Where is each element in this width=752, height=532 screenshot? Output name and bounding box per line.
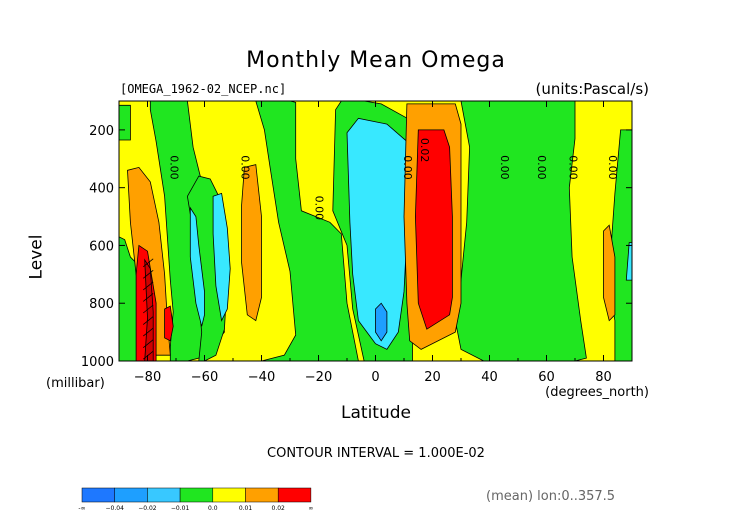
x-tick-label: 0: [371, 370, 379, 385]
hatch-line: [142, 270, 154, 279]
hatch-line: [142, 316, 154, 325]
contour-interval-label: CONTOUR INTERVAL = 1.000E-02: [267, 446, 485, 461]
contour-region-red: [414, 129, 453, 330]
contour-region-blue: [375, 302, 388, 342]
contour-region-darkred: [144, 258, 154, 361]
contour-region-green: [119, 104, 131, 141]
contour-region-cyan: [189, 206, 205, 327]
x-tick-label: −40: [248, 370, 275, 385]
y-tick-label: 600: [89, 239, 114, 254]
contour-region-green: [454, 101, 587, 361]
contour-labels: 0.00 0.00 0.00 0.00 0.02 0.00 0.00 0.00 0.00: [167, 138, 619, 220]
x-tick-label: −80: [134, 370, 161, 385]
legend-swatch: [212, 487, 246, 503]
units-label: (units:Pascal/s): [535, 80, 650, 98]
x-axis-unit: (degrees_north): [545, 385, 649, 400]
contour-region-orange: [603, 224, 616, 322]
legend-label: −0.04: [106, 505, 125, 512]
contour-region-orange: [241, 164, 262, 322]
y-tick-label: 200: [89, 124, 114, 139]
contour-region-cyan: [346, 117, 411, 350]
x-tick-label: 20: [424, 370, 441, 385]
x-axis-label: Latitude: [341, 403, 411, 423]
contour-label: 0.00: [606, 155, 619, 180]
chart-title: Monthly Mean Omega: [246, 48, 506, 73]
contour-label: 0.00: [239, 155, 252, 180]
legend-label: 0.01: [239, 505, 253, 512]
legend-label: −0.02: [138, 505, 157, 512]
color-legend: -∞ −0.04 −0.02 −0.01 0.0 0.01 0.02 ∞: [78, 487, 313, 512]
legend-label: ∞: [308, 505, 313, 512]
x-tick-label: 40: [481, 370, 498, 385]
hatch-line: [142, 339, 154, 348]
hatch-line: [142, 293, 154, 302]
contour-fill-regions: [119, 101, 632, 361]
legend-swatch: [245, 487, 279, 503]
contour-label: 0.00: [313, 196, 326, 221]
axis-ticks: −80 −60 −40 −20 0 20 40 60 80 200 400 600 800 1000: [81, 101, 633, 385]
x-tick-label: 80: [595, 370, 612, 385]
y-tick-label: 800: [89, 297, 114, 312]
contour-region-red: [164, 305, 174, 342]
y-tick-label: 400: [89, 182, 114, 197]
legend-swatch: [147, 487, 181, 503]
hatch-line: [142, 281, 154, 291]
legend-label: -∞: [78, 505, 85, 512]
contour-label: 0.00: [401, 155, 414, 180]
legend-swatch: [277, 487, 312, 503]
contour-region-cyan: [625, 242, 632, 281]
legend-swatch: [179, 487, 214, 503]
contour-region-green: [255, 101, 359, 361]
contour-label: 0.02: [418, 138, 431, 163]
legend-swatch: [81, 487, 115, 503]
y-tick-label: 1000: [81, 355, 114, 370]
hatch-line: [142, 304, 154, 314]
x-tick-label: −60: [191, 370, 218, 385]
legend-swatch: [114, 487, 148, 503]
mean-label: (mean) lon:0..357.5: [486, 489, 616, 504]
contour-region-cyan: [212, 192, 231, 322]
x-tick-label: −20: [305, 370, 332, 385]
contour-label: 0.00: [498, 155, 511, 180]
contour-label: 0.00: [535, 155, 548, 180]
y-axis-unit: (millibar): [46, 376, 105, 391]
hatch-line: [142, 350, 154, 360]
file-label: [OMEGA_1962-02_NCEP.nc]: [120, 82, 287, 96]
legend-label: 0.02: [272, 505, 286, 512]
hatch-marks: [142, 258, 154, 360]
contour-label: 0.00: [566, 155, 579, 180]
x-tick-label: 60: [538, 370, 555, 385]
legend-label: −0.01: [171, 505, 190, 512]
contour-label: 0.00: [167, 155, 180, 180]
legend-label: 0.0: [208, 505, 218, 512]
hatch-line: [142, 258, 154, 268]
hatch-line: [142, 327, 154, 337]
